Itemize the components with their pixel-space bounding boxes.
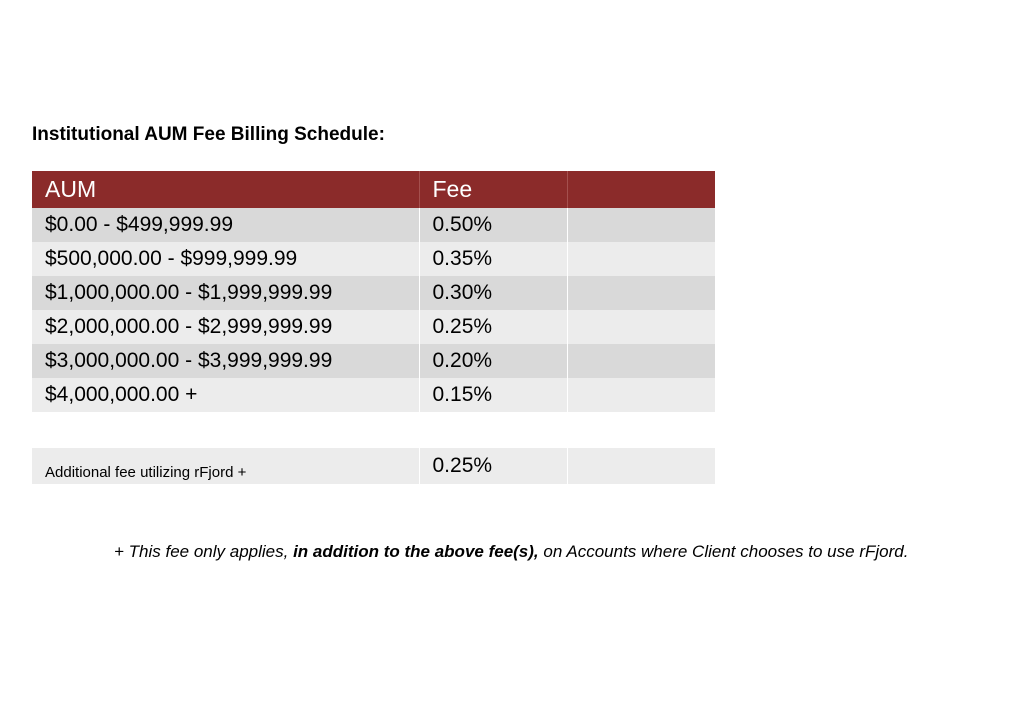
page-heading: Institutional AUM Fee Billing Schedule: <box>32 124 385 145</box>
empty-cell <box>567 242 715 276</box>
table-header-row: AUM Fee <box>32 171 715 208</box>
empty-cell <box>567 310 715 344</box>
fee-cell: 0.30% <box>419 276 568 310</box>
table-row: $1,000,000.00 - $1,999,999.99 0.30% <box>32 276 715 310</box>
table-row: $2,000,000.00 - $2,999,999.99 0.25% <box>32 310 715 344</box>
aum-cell: $0.00 - $499,999.99 <box>32 208 420 242</box>
table-row: $4,000,000.00 + 0.15% <box>32 378 715 412</box>
additional-fee-row: Additional fee utilizing rFjord + 0.25% <box>32 448 715 484</box>
additional-fee-value: 0.25% <box>419 448 568 484</box>
table-row: $500,000.00 - $999,999.99 0.35% <box>32 242 715 276</box>
empty-cell <box>567 412 715 448</box>
aum-cell: $1,000,000.00 - $1,999,999.99 <box>32 276 420 310</box>
empty-cell <box>567 448 715 484</box>
fee-schedule-table: AUM Fee $0.00 - $499,999.99 0.50% $500,0… <box>32 171 715 484</box>
empty-cell <box>32 412 420 448</box>
aum-cell: $4,000,000.00 + <box>32 378 420 412</box>
fee-cell: 0.20% <box>419 344 568 378</box>
empty-cell <box>567 378 715 412</box>
table-row: $0.00 - $499,999.99 0.50% <box>32 208 715 242</box>
empty-cell <box>567 276 715 310</box>
fee-cell: 0.50% <box>419 208 568 242</box>
empty-cell <box>567 208 715 242</box>
fee-cell: 0.25% <box>419 310 568 344</box>
footnote-bold: in addition to the above fee(s), <box>293 542 539 561</box>
footnote: + This fee only applies, in addition to … <box>114 538 994 566</box>
header-empty <box>567 171 715 208</box>
additional-fee-label: Additional fee utilizing rFjord + <box>32 448 420 484</box>
aum-cell: $2,000,000.00 - $2,999,999.99 <box>32 310 420 344</box>
aum-cell: $3,000,000.00 - $3,999,999.99 <box>32 344 420 378</box>
empty-cell <box>419 412 568 448</box>
table-row: $3,000,000.00 - $3,999,999.99 0.20% <box>32 344 715 378</box>
footnote-part2: on Accounts where Client chooses to use … <box>538 542 909 561</box>
footnote-part1: + This fee only applies, <box>114 542 294 561</box>
empty-cell <box>567 344 715 378</box>
spacer-row <box>32 412 715 448</box>
header-aum: AUM <box>32 171 420 208</box>
fee-cell: 0.35% <box>419 242 568 276</box>
fee-cell: 0.15% <box>419 378 568 412</box>
header-fee: Fee <box>419 171 568 208</box>
aum-cell: $500,000.00 - $999,999.99 <box>32 242 420 276</box>
